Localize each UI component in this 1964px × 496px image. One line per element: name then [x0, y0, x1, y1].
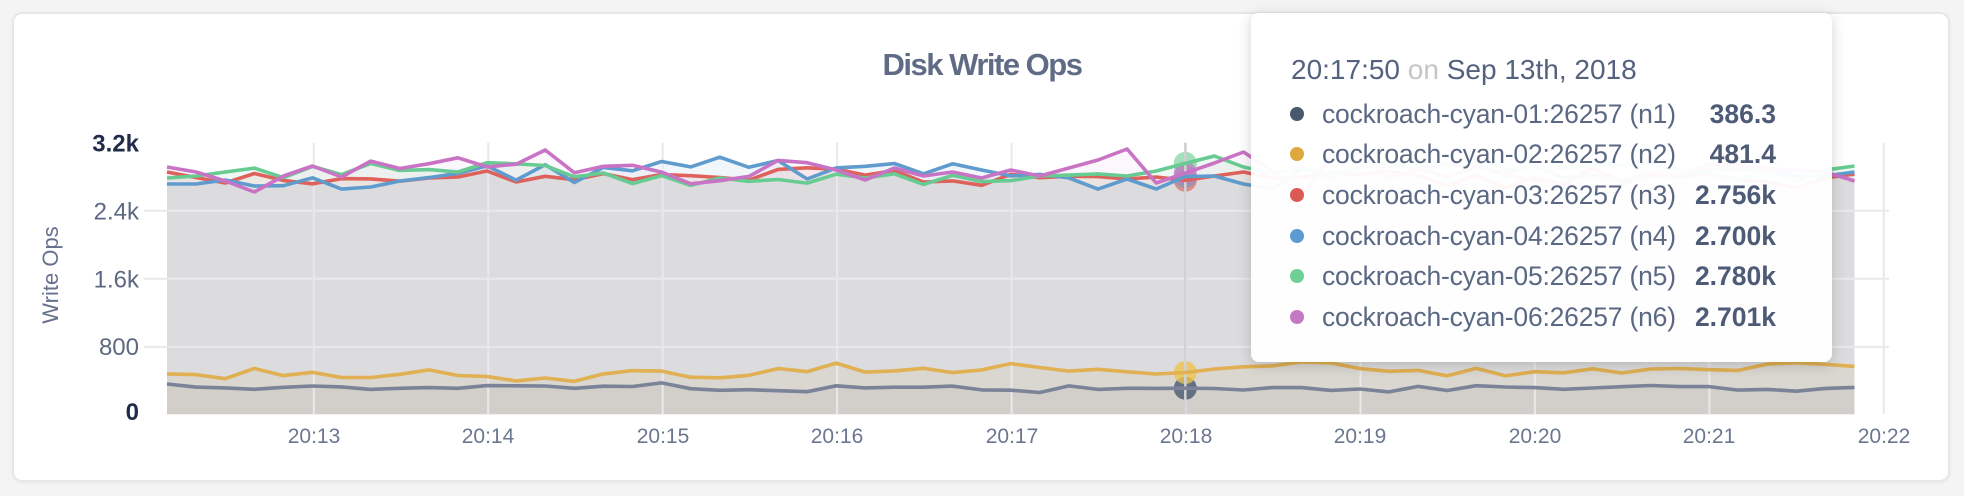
svg-text:20:22: 20:22	[1858, 425, 1911, 448]
svg-text:2.4k: 2.4k	[94, 199, 140, 226]
svg-text:20:13: 20:13	[288, 425, 341, 448]
svg-text:20:16: 20:16	[811, 425, 864, 448]
svg-text:20:21: 20:21	[1683, 425, 1736, 448]
svg-text:800: 800	[99, 334, 139, 361]
svg-text:20:14: 20:14	[462, 425, 515, 448]
svg-text:20:17: 20:17	[986, 425, 1039, 448]
svg-text:0: 0	[126, 399, 139, 426]
svg-text:20:15: 20:15	[637, 425, 690, 448]
svg-text:Write Ops: Write Ops	[38, 226, 63, 323]
svg-text:20:20: 20:20	[1509, 425, 1562, 448]
svg-text:20:19: 20:19	[1334, 425, 1387, 448]
svg-text:3.2k: 3.2k	[92, 131, 139, 158]
svg-text:1.6k: 1.6k	[94, 266, 140, 293]
svg-text:20:18: 20:18	[1160, 425, 1213, 448]
